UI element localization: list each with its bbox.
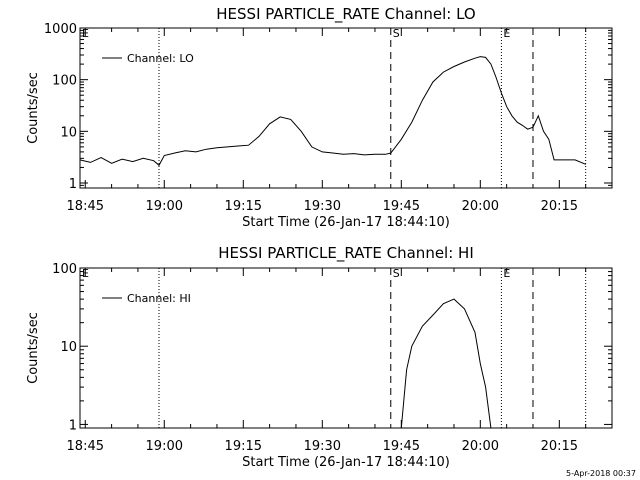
y-tick-label: 100 xyxy=(52,262,77,277)
hi-channel-panel: HESSI PARTICLE_RATE Channel: HI 1 10 100 18:… xyxy=(26,244,613,470)
chart-title: HESSI PARTICLE_RATE Channel: HI xyxy=(218,244,474,263)
x-tick-label: 18:45 xyxy=(67,199,104,214)
legend-label: Channel: HI xyxy=(127,292,191,305)
plot-frame xyxy=(79,267,613,429)
x-tick-label: 20:15 xyxy=(541,439,578,454)
marker-label: S xyxy=(393,27,400,40)
x-tick-label: 19:45 xyxy=(383,439,420,454)
x-tick-label: 19:00 xyxy=(146,199,183,214)
lo-channel-panel: HESSI PARTICLE_RATE Channel: LO 1 10 100 100… xyxy=(26,5,613,230)
x-tick-label: 20:15 xyxy=(541,199,578,214)
footer-timestamp: 5-Apr-2018 00:37 xyxy=(566,469,636,478)
x-tick-label: 19:30 xyxy=(304,199,341,214)
marker-label: E xyxy=(82,27,89,40)
y-axis-label: Counts/sec xyxy=(26,312,41,384)
x-tick-label: 20:00 xyxy=(462,199,499,214)
y-tick-label: 1 xyxy=(69,418,77,433)
y-tick-label: 1 xyxy=(69,177,77,192)
x-tick-label: 19:15 xyxy=(225,199,262,214)
x-tick-label: 18:45 xyxy=(67,439,104,454)
plot-frame xyxy=(79,27,613,189)
x-axis-label: Start Time (26-Jan-17 18:44:10) xyxy=(242,455,450,470)
x-tick-label: 19:45 xyxy=(383,199,420,214)
marker-label: E xyxy=(503,267,510,280)
x-tick-label: 20:00 xyxy=(462,439,499,454)
y-tick-label: 10 xyxy=(60,125,77,140)
marker-label: E xyxy=(82,267,89,280)
x-axis-label: Start Time (26-Jan-17 18:44:10) xyxy=(242,215,450,230)
legend-label: Channel: LO xyxy=(127,52,194,65)
x-tick-label: 19:15 xyxy=(225,439,262,454)
marker-label: E xyxy=(503,27,510,40)
marker-label: S xyxy=(393,267,400,280)
x-tick-label: 19:00 xyxy=(146,439,183,454)
x-tick-label: 19:30 xyxy=(304,439,341,454)
chart-title: HESSI PARTICLE_RATE Channel: LO xyxy=(216,5,475,24)
series-line xyxy=(79,56,586,167)
y-tick-label: 10 xyxy=(60,340,77,355)
series-line xyxy=(400,298,492,429)
y-tick-label: 1000 xyxy=(44,22,77,37)
y-tick-label: 100 xyxy=(52,74,77,89)
y-axis-label: Counts/sec xyxy=(26,72,41,144)
